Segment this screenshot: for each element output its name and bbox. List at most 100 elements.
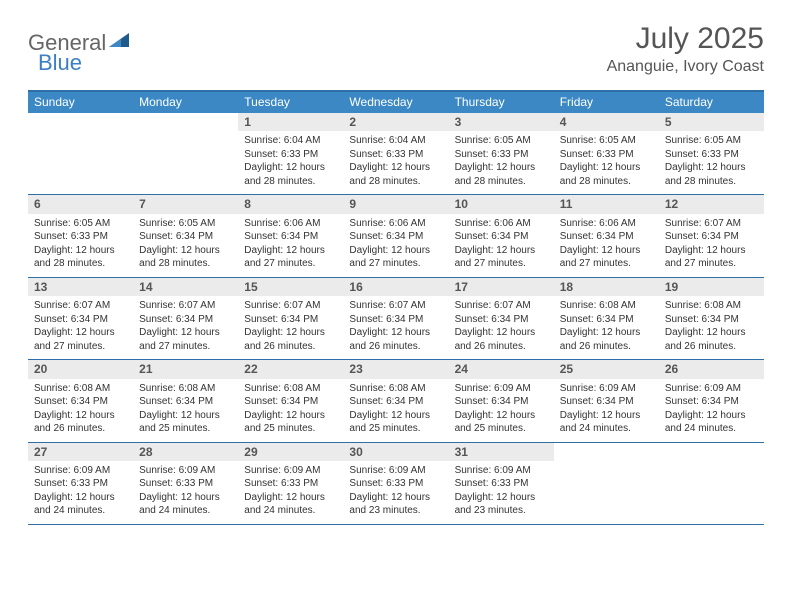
day-body: Sunrise: 6:05 AMSunset: 6:33 PMDaylight:… — [449, 131, 554, 194]
day-body: Sunrise: 6:08 AMSunset: 6:34 PMDaylight:… — [28, 379, 133, 442]
day-number: 11 — [554, 195, 659, 213]
day-cell: 9Sunrise: 6:06 AMSunset: 6:34 PMDaylight… — [343, 195, 448, 276]
day-body: Sunrise: 6:08 AMSunset: 6:34 PMDaylight:… — [343, 379, 448, 442]
week-row: ....1Sunrise: 6:04 AMSunset: 6:33 PMDayl… — [28, 113, 764, 195]
day-body: Sunrise: 6:05 AMSunset: 6:33 PMDaylight:… — [28, 214, 133, 277]
day-cell: 7Sunrise: 6:05 AMSunset: 6:34 PMDaylight… — [133, 195, 238, 276]
sunrise-text: Sunrise: 6:06 AM — [560, 217, 653, 231]
daylight-text: Daylight: 12 hours and 27 minutes. — [455, 244, 548, 271]
weekday-header: Tuesday — [238, 92, 343, 113]
day-cell: 24Sunrise: 6:09 AMSunset: 6:34 PMDayligh… — [449, 360, 554, 441]
page-header: General July 2025 Ananguie, Ivory Coast — [28, 22, 764, 76]
daylight-text: Daylight: 12 hours and 28 minutes. — [244, 161, 337, 188]
day-number: 31 — [449, 443, 554, 461]
sunset-text: Sunset: 6:34 PM — [665, 230, 758, 244]
day-number: 29 — [238, 443, 343, 461]
day-body: Sunrise: 6:09 AMSunset: 6:33 PMDaylight:… — [449, 461, 554, 524]
day-number: 5 — [659, 113, 764, 131]
logo-text-blue-wrap: Blue — [38, 50, 82, 76]
sunrise-text: Sunrise: 6:05 AM — [665, 134, 758, 148]
weekday-header: Saturday — [659, 92, 764, 113]
day-number: 12 — [659, 195, 764, 213]
sunset-text: Sunset: 6:34 PM — [139, 313, 232, 327]
day-body: Sunrise: 6:06 AMSunset: 6:34 PMDaylight:… — [554, 214, 659, 277]
sunrise-text: Sunrise: 6:06 AM — [244, 217, 337, 231]
day-number: 23 — [343, 360, 448, 378]
day-body: Sunrise: 6:09 AMSunset: 6:34 PMDaylight:… — [554, 379, 659, 442]
sunrise-text: Sunrise: 6:08 AM — [349, 382, 442, 396]
day-cell: 10Sunrise: 6:06 AMSunset: 6:34 PMDayligh… — [449, 195, 554, 276]
weekday-header: Monday — [133, 92, 238, 113]
sunrise-text: Sunrise: 6:07 AM — [139, 299, 232, 313]
day-number: 9 — [343, 195, 448, 213]
day-number: 28 — [133, 443, 238, 461]
daylight-text: Daylight: 12 hours and 27 minutes. — [349, 244, 442, 271]
daylight-text: Daylight: 12 hours and 28 minutes. — [455, 161, 548, 188]
daylight-text: Daylight: 12 hours and 27 minutes. — [244, 244, 337, 271]
daylight-text: Daylight: 12 hours and 23 minutes. — [455, 491, 548, 518]
sunrise-text: Sunrise: 6:07 AM — [349, 299, 442, 313]
day-cell: 14Sunrise: 6:07 AMSunset: 6:34 PMDayligh… — [133, 278, 238, 359]
sunset-text: Sunset: 6:33 PM — [455, 477, 548, 491]
sunset-text: Sunset: 6:33 PM — [34, 230, 127, 244]
daylight-text: Daylight: 12 hours and 25 minutes. — [139, 409, 232, 436]
weekday-header: Sunday — [28, 92, 133, 113]
day-body: Sunrise: 6:08 AMSunset: 6:34 PMDaylight:… — [238, 379, 343, 442]
day-body: Sunrise: 6:04 AMSunset: 6:33 PMDaylight:… — [238, 131, 343, 194]
daylight-text: Daylight: 12 hours and 28 minutes. — [34, 244, 127, 271]
day-body: Sunrise: 6:07 AMSunset: 6:34 PMDaylight:… — [659, 214, 764, 277]
day-number: 13 — [28, 278, 133, 296]
title-block: July 2025 Ananguie, Ivory Coast — [607, 22, 764, 76]
day-body: Sunrise: 6:06 AMSunset: 6:34 PMDaylight:… — [238, 214, 343, 277]
day-body: Sunrise: 6:09 AMSunset: 6:33 PMDaylight:… — [28, 461, 133, 524]
day-cell: .. — [554, 443, 659, 524]
sunset-text: Sunset: 6:34 PM — [560, 395, 653, 409]
day-body: Sunrise: 6:08 AMSunset: 6:34 PMDaylight:… — [133, 379, 238, 442]
day-cell: 11Sunrise: 6:06 AMSunset: 6:34 PMDayligh… — [554, 195, 659, 276]
day-body: Sunrise: 6:09 AMSunset: 6:33 PMDaylight:… — [238, 461, 343, 524]
sunrise-text: Sunrise: 6:05 AM — [455, 134, 548, 148]
sunrise-text: Sunrise: 6:08 AM — [34, 382, 127, 396]
day-number: 7 — [133, 195, 238, 213]
day-cell: 5Sunrise: 6:05 AMSunset: 6:33 PMDaylight… — [659, 113, 764, 194]
day-body: Sunrise: 6:07 AMSunset: 6:34 PMDaylight:… — [133, 296, 238, 359]
day-number: 18 — [554, 278, 659, 296]
day-cell: .. — [28, 113, 133, 194]
day-cell: 29Sunrise: 6:09 AMSunset: 6:33 PMDayligh… — [238, 443, 343, 524]
sunset-text: Sunset: 6:34 PM — [34, 313, 127, 327]
sunrise-text: Sunrise: 6:09 AM — [139, 464, 232, 478]
day-cell: .. — [133, 113, 238, 194]
sunrise-text: Sunrise: 6:05 AM — [560, 134, 653, 148]
day-cell: 8Sunrise: 6:06 AMSunset: 6:34 PMDaylight… — [238, 195, 343, 276]
weekday-header: Thursday — [449, 92, 554, 113]
daylight-text: Daylight: 12 hours and 26 minutes. — [455, 326, 548, 353]
sunset-text: Sunset: 6:33 PM — [455, 148, 548, 162]
daylight-text: Daylight: 12 hours and 26 minutes. — [560, 326, 653, 353]
day-cell: 12Sunrise: 6:07 AMSunset: 6:34 PMDayligh… — [659, 195, 764, 276]
day-cell: 6Sunrise: 6:05 AMSunset: 6:33 PMDaylight… — [28, 195, 133, 276]
sunrise-text: Sunrise: 6:07 AM — [455, 299, 548, 313]
sunset-text: Sunset: 6:34 PM — [349, 313, 442, 327]
day-body: Sunrise: 6:06 AMSunset: 6:34 PMDaylight:… — [449, 214, 554, 277]
day-body: Sunrise: 6:07 AMSunset: 6:34 PMDaylight:… — [449, 296, 554, 359]
day-cell: 3Sunrise: 6:05 AMSunset: 6:33 PMDaylight… — [449, 113, 554, 194]
day-cell: 1Sunrise: 6:04 AMSunset: 6:33 PMDaylight… — [238, 113, 343, 194]
calendar-grid: SundayMondayTuesdayWednesdayThursdayFrid… — [28, 90, 764, 525]
sunset-text: Sunset: 6:34 PM — [560, 313, 653, 327]
sunset-text: Sunset: 6:34 PM — [560, 230, 653, 244]
daylight-text: Daylight: 12 hours and 24 minutes. — [139, 491, 232, 518]
day-number: 26 — [659, 360, 764, 378]
day-number: 25 — [554, 360, 659, 378]
week-row: 27Sunrise: 6:09 AMSunset: 6:33 PMDayligh… — [28, 443, 764, 525]
day-cell: 26Sunrise: 6:09 AMSunset: 6:34 PMDayligh… — [659, 360, 764, 441]
daylight-text: Daylight: 12 hours and 23 minutes. — [349, 491, 442, 518]
week-row: 20Sunrise: 6:08 AMSunset: 6:34 PMDayligh… — [28, 360, 764, 442]
week-row: 13Sunrise: 6:07 AMSunset: 6:34 PMDayligh… — [28, 278, 764, 360]
weeks-container: ....1Sunrise: 6:04 AMSunset: 6:33 PMDayl… — [28, 113, 764, 525]
sunrise-text: Sunrise: 6:08 AM — [139, 382, 232, 396]
sunrise-text: Sunrise: 6:05 AM — [139, 217, 232, 231]
day-body: Sunrise: 6:04 AMSunset: 6:33 PMDaylight:… — [343, 131, 448, 194]
sunset-text: Sunset: 6:33 PM — [560, 148, 653, 162]
day-cell: 18Sunrise: 6:08 AMSunset: 6:34 PMDayligh… — [554, 278, 659, 359]
day-cell: 27Sunrise: 6:09 AMSunset: 6:33 PMDayligh… — [28, 443, 133, 524]
